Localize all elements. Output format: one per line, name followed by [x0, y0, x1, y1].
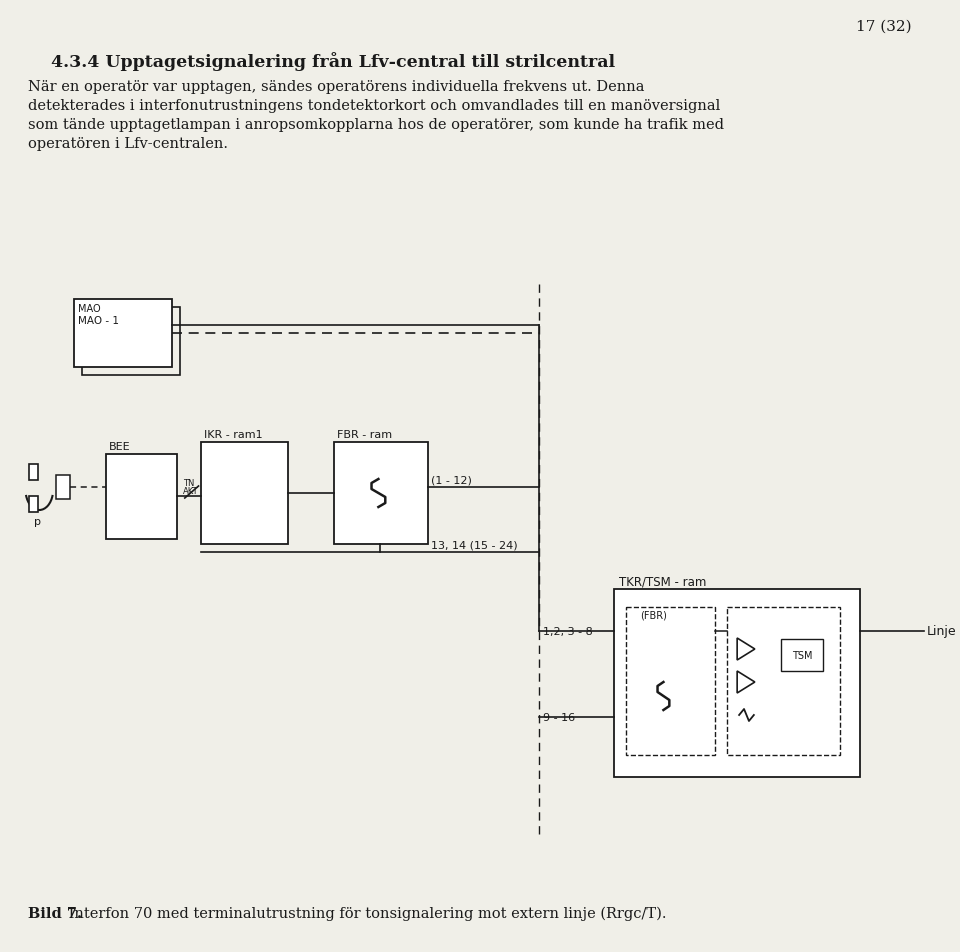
Text: TKR/TSM - ram: TKR/TSM - ram: [619, 575, 707, 588]
Bar: [74, 300, 172, 367]
Bar: [30, 465, 38, 481]
Text: Interfon 70 med terminalutrustning för tonsignalering mot extern linje (Rrgc/T).: Interfon 70 med terminalutrustning för t…: [64, 906, 666, 921]
Text: (1 - 12): (1 - 12): [431, 475, 472, 486]
Text: Bild 7.: Bild 7.: [28, 906, 82, 920]
Text: (FBR): (FBR): [640, 610, 666, 621]
Text: 1,2, 3 - 8: 1,2, 3 - 8: [542, 626, 592, 636]
Text: Linje: Linje: [926, 625, 956, 638]
Text: 9 - 16: 9 - 16: [542, 712, 575, 723]
Text: FBR - ram: FBR - ram: [337, 429, 393, 440]
Bar: [30, 497, 38, 512]
Bar: [202, 443, 288, 545]
Bar: [56, 475, 70, 500]
Text: MAO - 1: MAO - 1: [78, 316, 119, 326]
Text: 4.3.4 Upptagetsignalering från Lfv-central till strilcentral: 4.3.4 Upptagetsignalering från Lfv-centr…: [51, 52, 615, 70]
Text: AKT: AKT: [182, 486, 199, 495]
Text: p: p: [34, 516, 41, 526]
Text: När en operatör var upptagen, sändes operatörens individuella frekvens ut. Denna: När en operatör var upptagen, sändes ope…: [28, 80, 644, 94]
Text: IKR - ram1: IKR - ram1: [204, 429, 263, 440]
Text: 13, 14 (15 - 24): 13, 14 (15 - 24): [431, 541, 518, 550]
Bar: [614, 589, 860, 777]
Text: BEE: BEE: [109, 442, 131, 451]
Text: TSM: TSM: [792, 650, 812, 661]
Text: detekterades i interfonutrustningens tondetektorkort och omvandlades till en man: detekterades i interfonutrustningens ton…: [28, 99, 720, 113]
Text: TN: TN: [182, 479, 194, 487]
Bar: [107, 454, 177, 540]
Bar: [82, 307, 180, 376]
Text: 17 (32): 17 (32): [856, 20, 912, 34]
Text: som tände upptagetlampan i anropsomkopplarna hos de operatörer, som kunde ha tra: som tände upptagetlampan i anropsomkoppl…: [28, 118, 724, 132]
Text: MAO: MAO: [78, 304, 100, 313]
Text: operatören i Lfv-centralen.: operatören i Lfv-centralen.: [28, 137, 228, 150]
Bar: [334, 443, 427, 545]
Bar: [781, 640, 823, 671]
Bar: [728, 607, 840, 755]
Bar: [626, 607, 714, 755]
